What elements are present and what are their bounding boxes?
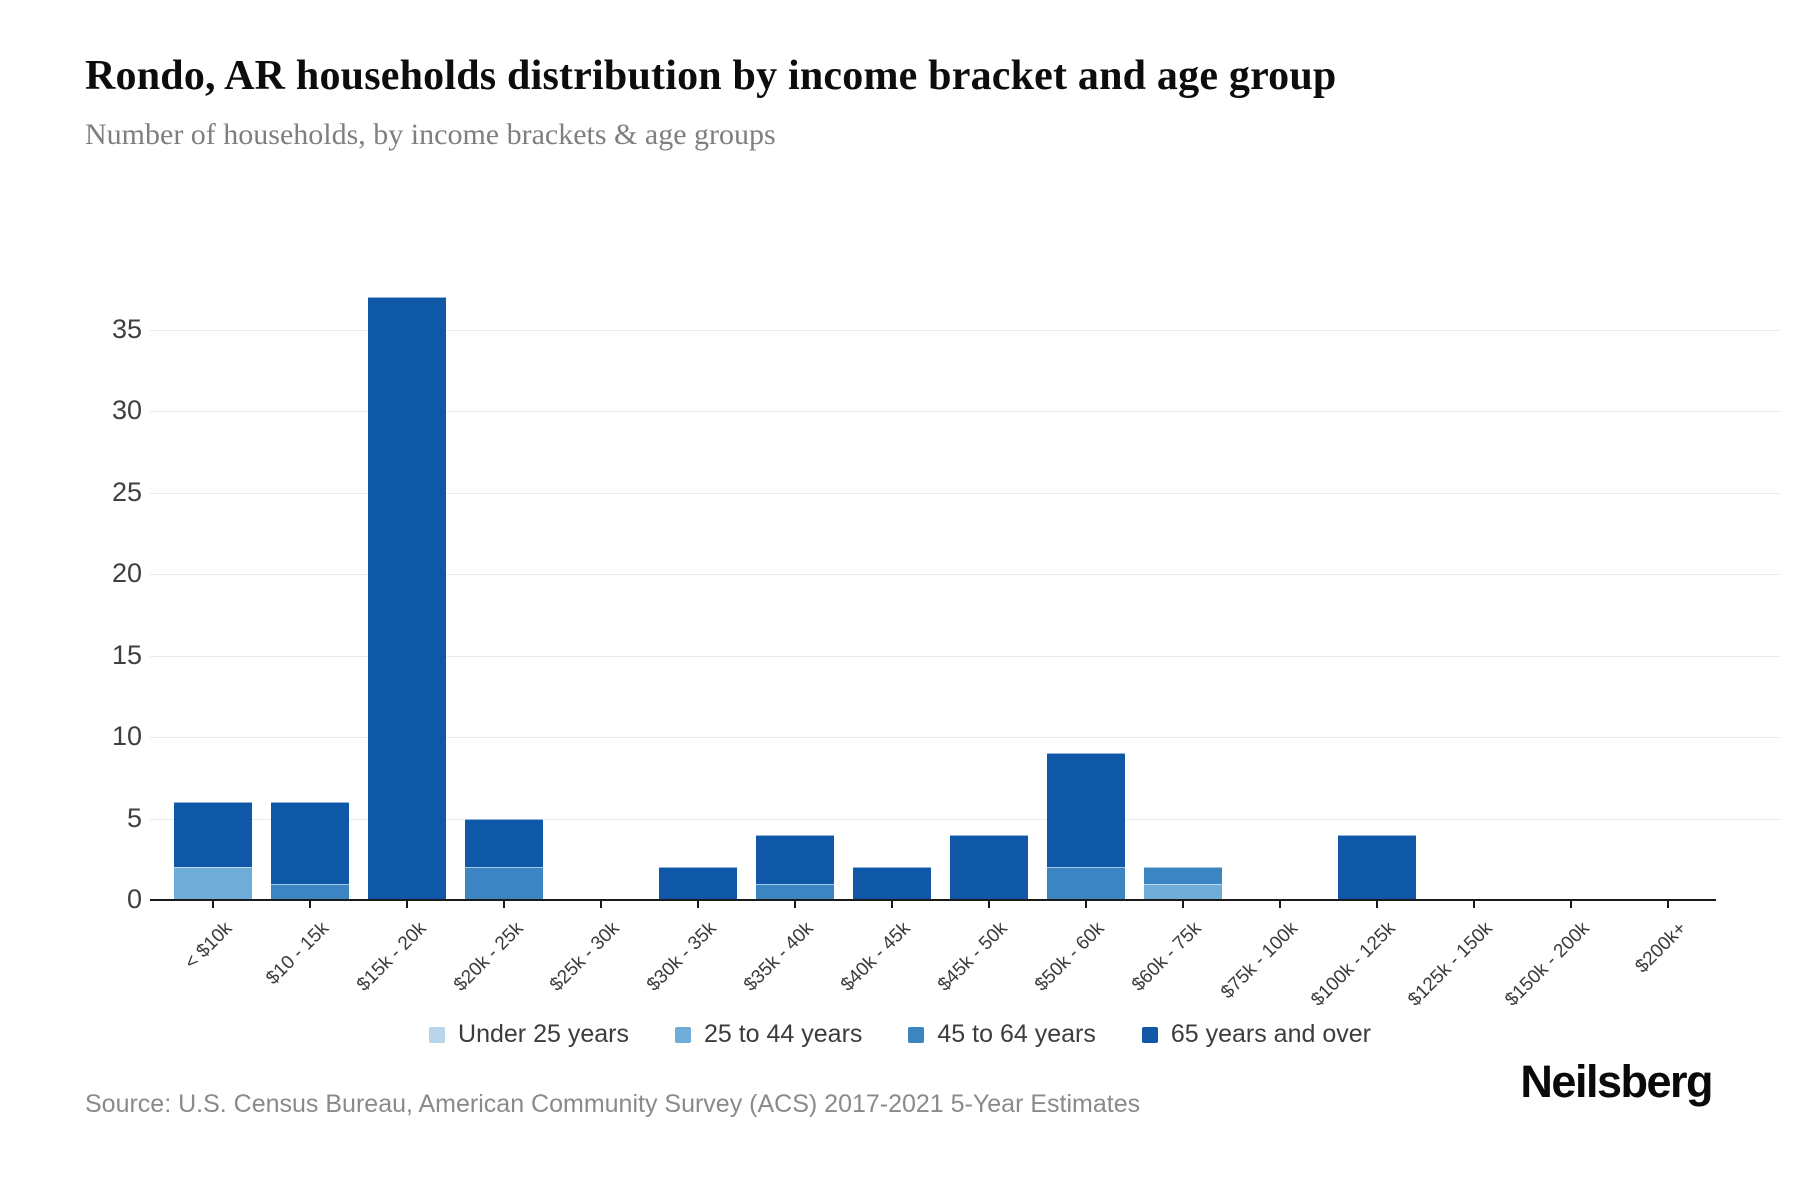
bar-segment[interactable] [1046, 867, 1125, 900]
x-axis-label: $15k - 20k [352, 918, 431, 996]
bar-segment[interactable] [465, 818, 544, 868]
page-title: Rondo, AR households distribution by inc… [85, 53, 1337, 99]
x-axis-tick [600, 901, 603, 908]
x-axis-line [150, 899, 1716, 901]
x-axis-label: $100k - 125k [1307, 918, 1400, 1011]
gridline [150, 329, 1780, 331]
bar-segment[interactable] [756, 834, 835, 884]
x-axis-tick [309, 901, 312, 908]
legend-swatch-icon [908, 1026, 925, 1043]
bar-segment[interactable] [368, 297, 447, 900]
x-axis-label: $45k - 50k [934, 918, 1012, 996]
y-axis-tick-label: 30 [111, 395, 142, 426]
x-axis-tick [1666, 901, 1669, 908]
legend-item[interactable]: Under 25 years [429, 1020, 629, 1049]
legend: Under 25 years 25 to 44 years 45 to 64 yea… [40, 1020, 1760, 1049]
x-axis-tick [1569, 901, 1572, 908]
x-axis-tick [503, 901, 506, 908]
y-axis-tick-label: 10 [111, 721, 142, 752]
legend-swatch-icon [429, 1026, 446, 1043]
x-axis-label: $20k - 25k [449, 918, 528, 996]
x-axis-tick [1278, 901, 1281, 908]
bar-segment[interactable] [465, 867, 544, 900]
x-axis-label: $30k - 35k [643, 918, 722, 996]
bar-segment[interactable] [1143, 867, 1222, 884]
gridline [150, 737, 1780, 739]
x-axis-tick [987, 901, 990, 908]
x-axis-label: $10 - 15k [262, 918, 334, 989]
gridline [150, 492, 1780, 494]
bar-segment[interactable] [756, 883, 835, 900]
bar-segment[interactable] [659, 867, 738, 900]
x-axis-label: $125k - 150k [1403, 918, 1497, 1011]
legend-label: 65 years and over [1170, 1020, 1371, 1048]
page-subtitle: Number of households, by income brackets… [85, 118, 776, 151]
x-axis-tick [697, 901, 700, 908]
x-axis-label: < $10k [180, 918, 237, 974]
gridline [150, 655, 1780, 657]
bar-segment[interactable] [1143, 883, 1222, 900]
bar-segment[interactable] [174, 802, 253, 868]
y-axis-tick-label: 0 [126, 884, 142, 914]
x-axis-tick [406, 901, 409, 908]
x-axis-label: $60k - 75k [1128, 918, 1206, 996]
legend-swatch-icon [1141, 1026, 1158, 1043]
y-axis-tick-label: 35 [111, 313, 142, 344]
bar-segment[interactable] [271, 802, 350, 884]
x-axis-label: $50k - 60k [1031, 918, 1109, 996]
gridline [150, 411, 1780, 413]
source-text: Source: U.S. Census Bureau, American Com… [85, 1090, 1141, 1118]
bar-segment[interactable] [853, 867, 932, 900]
x-axis-tick [794, 901, 797, 908]
legend-item[interactable]: 65 years and over [1141, 1020, 1371, 1049]
bar-segment[interactable] [271, 883, 350, 900]
gridline [150, 818, 1780, 820]
legend-item[interactable]: 45 to 64 years [908, 1020, 1096, 1049]
x-axis-tick [1084, 901, 1087, 908]
y-axis-tick-label: 25 [111, 476, 142, 507]
x-axis-tick [1472, 901, 1475, 908]
bar-segment[interactable] [174, 867, 253, 900]
x-axis-tick [1375, 901, 1378, 908]
x-axis-tick [212, 901, 215, 908]
brand-logo: Neilsberg [1520, 1056, 1713, 1107]
legend-label: Under 25 years [458, 1020, 629, 1048]
x-axis-tick [891, 901, 894, 908]
x-axis-label: $75k - 100k [1217, 918, 1303, 1004]
x-axis-label: $40k - 45k [837, 918, 915, 996]
gridline [150, 574, 1780, 576]
x-axis-tick [1181, 901, 1184, 908]
bar-segment[interactable] [1046, 753, 1125, 868]
x-axis-label: $25k - 30k [546, 918, 625, 996]
legend-swatch-icon [674, 1026, 691, 1043]
y-axis-tick-label: 20 [111, 558, 142, 589]
x-axis-label: $200k+ [1631, 918, 1691, 978]
bar-segment[interactable] [949, 834, 1028, 900]
x-axis-label: $35k - 40k [740, 918, 818, 996]
legend-label: 45 to 64 years [937, 1020, 1096, 1048]
legend-label: 25 to 44 years [703, 1020, 863, 1048]
x-axis-label: $150k - 200k [1500, 918, 1594, 1011]
y-axis-tick-label: 15 [111, 639, 142, 670]
y-axis-tick-label: 5 [126, 802, 142, 833]
bar-segment[interactable] [1337, 834, 1416, 900]
legend-item[interactable]: 25 to 44 years [674, 1020, 863, 1049]
